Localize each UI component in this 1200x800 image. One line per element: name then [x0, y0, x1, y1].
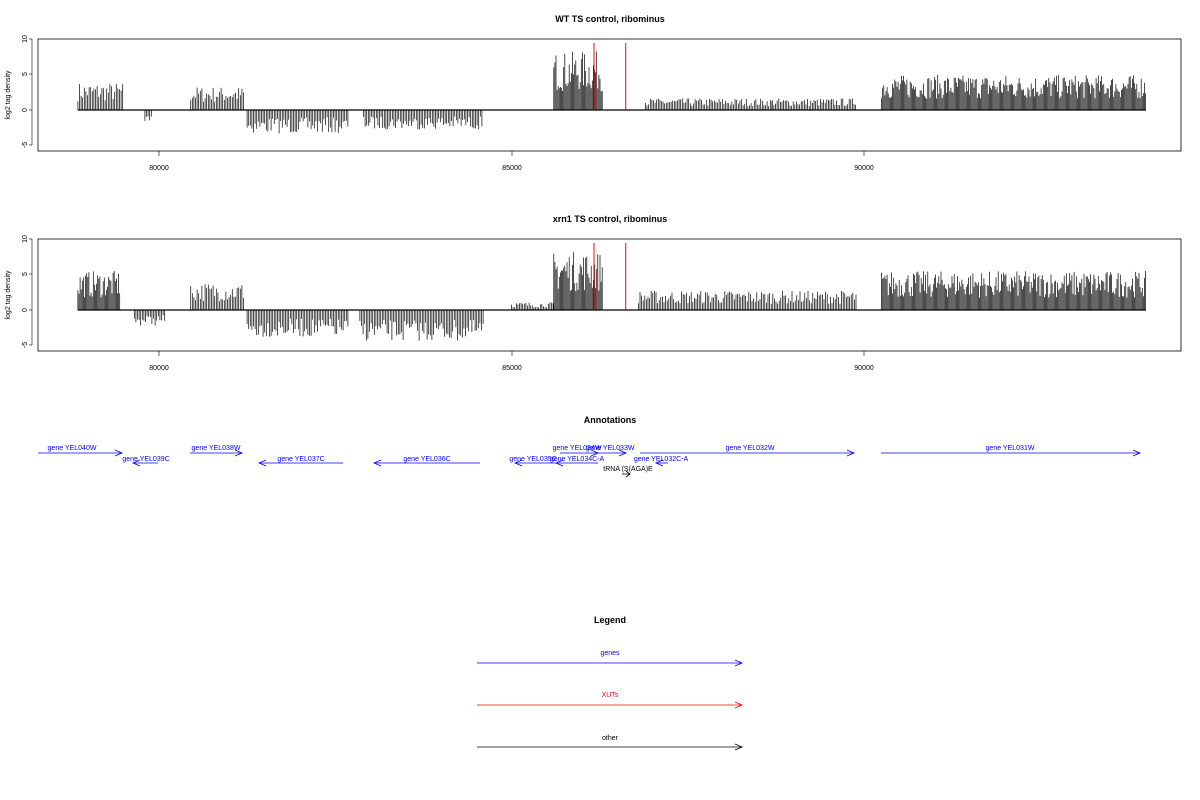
- x-tick-label: 80000: [149, 165, 169, 172]
- annotation-label: gene YEL034W: [553, 445, 602, 452]
- x-axis: 80000 85000 90000: [149, 151, 874, 172]
- annotation-arrow: [640, 449, 856, 457]
- x-tick-label: 90000: [854, 365, 874, 372]
- y-tick-label: 0: [22, 108, 29, 112]
- legend-arrow-other: [477, 743, 744, 751]
- annotation-arrow: [257, 459, 343, 467]
- signal-bars: [77, 243, 1146, 341]
- annotation-label: tRNA (S(AGA)E: [603, 466, 653, 473]
- y-tick-label: -5: [22, 342, 29, 348]
- y-tick-label: 0: [22, 308, 29, 312]
- annotation-label: gene YEL039C: [122, 456, 169, 463]
- annotation-arrow: [38, 449, 124, 457]
- annotation-arrow: [598, 449, 628, 457]
- annotations-track: Annotations gene YEL040W gene YEL039C ge…: [38, 415, 1142, 478]
- annotation-arrow: [372, 459, 480, 467]
- annotations-title: Annotations: [584, 415, 637, 425]
- signal-bars: [77, 43, 1146, 134]
- legend-title: Legend: [594, 615, 626, 625]
- annotation-label: gene YEL031W: [986, 445, 1035, 452]
- panel-wt: WT TS control, ribominus log2 tag densit…: [5, 14, 1182, 172]
- plot-frame: [37, 38, 1182, 152]
- annotation-arrow: [190, 449, 244, 457]
- annotation-label: gene YEL038W: [192, 445, 241, 452]
- annotation-arrow: [513, 459, 556, 467]
- legend-label-genes: genes: [600, 650, 620, 657]
- legend: Legend genes XUTs other: [477, 615, 744, 751]
- y-axis-label: log2 tag density: [5, 270, 12, 320]
- annotation-label: gene YEL032W: [726, 445, 775, 452]
- legend-arrow-genes: [477, 659, 744, 667]
- panel-title: WT TS control, ribominus: [555, 14, 665, 24]
- annotation-label: gene YEL040W: [48, 445, 97, 452]
- annotation-label: gene YEL036C: [403, 456, 450, 463]
- y-axis-label: log2 tag density: [5, 70, 12, 120]
- annotation-arrow: [554, 459, 598, 467]
- annotation-label: gene YEL033W: [586, 445, 635, 452]
- legend-label-xuts: XUTs: [602, 692, 619, 699]
- x-axis: 80000 85000 90000: [149, 351, 874, 372]
- panel-xrn1: xrn1 TS control, ribominus log2 tag dens…: [5, 214, 1182, 372]
- annotation-label: gene YEL034C-A: [550, 456, 605, 463]
- y-tick-label: 5: [22, 272, 29, 276]
- y-axis: 10 5 0 -5: [22, 235, 33, 348]
- annotation-label: gene YEL037C: [277, 456, 324, 463]
- annotation-arrow: [654, 459, 668, 467]
- y-tick-label: 5: [22, 72, 29, 76]
- legend-arrow-xuts: [477, 701, 744, 709]
- annotation-label: gene YEL032C-A: [634, 456, 689, 463]
- x-tick-label: 90000: [854, 165, 874, 172]
- y-tick-label: 10: [22, 35, 29, 43]
- legend-label-other: other: [602, 735, 619, 742]
- y-tick-label: -5: [22, 142, 29, 148]
- y-tick-label: 10: [22, 235, 29, 243]
- annotation-arrow: [881, 449, 1142, 457]
- x-tick-label: 85000: [502, 165, 522, 172]
- x-tick-label: 80000: [149, 365, 169, 372]
- panel-title: xrn1 TS control, ribominus: [553, 214, 668, 224]
- y-axis: 10 5 0 -5: [22, 35, 33, 148]
- annotation-arrow: [622, 470, 631, 478]
- plot-frame: [37, 238, 1182, 352]
- annotation-label: gene YEL035C: [509, 456, 556, 463]
- x-tick-label: 85000: [502, 365, 522, 372]
- annotation-arrow: [131, 459, 158, 467]
